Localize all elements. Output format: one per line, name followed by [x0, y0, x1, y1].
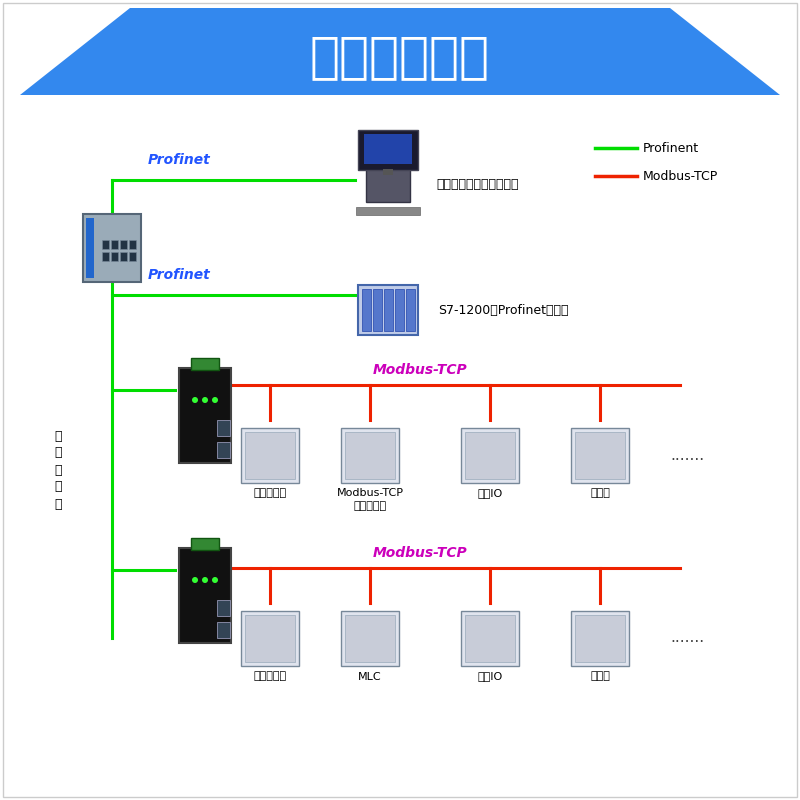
Bar	[217, 600, 230, 616]
Bar	[102, 240, 109, 249]
Bar	[129, 252, 136, 261]
Text: Profinent: Profinent	[643, 142, 699, 154]
Text: 工控机（安装组态软件）: 工控机（安装组态软件）	[436, 178, 518, 191]
Bar	[571, 427, 629, 482]
Bar	[395, 289, 404, 331]
Circle shape	[192, 397, 198, 403]
Bar	[465, 431, 515, 478]
Bar	[191, 358, 219, 370]
Bar	[191, 538, 219, 550]
Bar	[120, 252, 127, 261]
Text: 伺服驱动器: 伺服驱动器	[254, 671, 286, 682]
Bar	[241, 610, 299, 666]
Text: .......: .......	[670, 447, 704, 462]
Bar	[345, 614, 395, 662]
Text: Modbus-TCP
总线控制器: Modbus-TCP 总线控制器	[337, 489, 403, 511]
Bar	[362, 289, 371, 331]
Text: Profinet: Profinet	[148, 268, 210, 282]
Bar	[366, 147, 410, 202]
Bar	[179, 547, 231, 642]
Text: 伺服驱动器: 伺服驱动器	[254, 489, 286, 498]
Bar	[111, 252, 118, 261]
Bar	[111, 240, 118, 249]
Text: 变频器: 变频器	[590, 489, 610, 498]
Bar	[341, 610, 399, 666]
Text: 变频器: 变频器	[590, 671, 610, 682]
Bar	[571, 610, 629, 666]
Bar	[373, 289, 382, 331]
Bar	[341, 427, 399, 482]
Bar	[364, 134, 412, 164]
Bar	[102, 252, 109, 261]
Bar	[358, 285, 418, 335]
Bar	[217, 442, 230, 458]
Text: 工
业
交
换
机: 工 业 交 换 机	[54, 430, 62, 510]
Text: Modbus-TCP: Modbus-TCP	[373, 363, 467, 377]
Bar	[345, 431, 395, 478]
Text: .......: .......	[670, 630, 704, 646]
Bar	[245, 614, 295, 662]
Circle shape	[212, 397, 218, 403]
Text: S7-1200（Profinet主站）: S7-1200（Profinet主站）	[438, 303, 569, 317]
Text: Modbus-TCP: Modbus-TCP	[643, 170, 718, 182]
Circle shape	[202, 577, 208, 583]
Bar	[217, 420, 230, 436]
Bar	[383, 169, 393, 175]
Bar	[217, 622, 230, 638]
Bar	[86, 218, 94, 278]
Bar	[575, 614, 625, 662]
Bar	[245, 431, 295, 478]
Bar	[465, 614, 515, 662]
Bar	[406, 289, 415, 331]
Text: MLC: MLC	[358, 671, 382, 682]
Text: Profinet: Profinet	[148, 153, 210, 167]
Bar	[83, 214, 141, 282]
Bar	[356, 207, 420, 215]
Text: Modbus-TCP: Modbus-TCP	[373, 546, 467, 560]
Polygon shape	[20, 8, 780, 95]
Bar	[461, 427, 519, 482]
Bar	[575, 431, 625, 478]
Circle shape	[192, 577, 198, 583]
Bar	[384, 289, 393, 331]
Bar	[179, 367, 231, 462]
Bar	[461, 610, 519, 666]
Bar	[358, 130, 418, 170]
Circle shape	[202, 397, 208, 403]
Text: 远程IO: 远程IO	[478, 671, 502, 682]
Text: 产品功能展示: 产品功能展示	[310, 33, 490, 81]
Bar	[241, 427, 299, 482]
Circle shape	[212, 577, 218, 583]
Bar	[120, 240, 127, 249]
Bar	[129, 240, 136, 249]
Text: 远程IO: 远程IO	[478, 489, 502, 498]
